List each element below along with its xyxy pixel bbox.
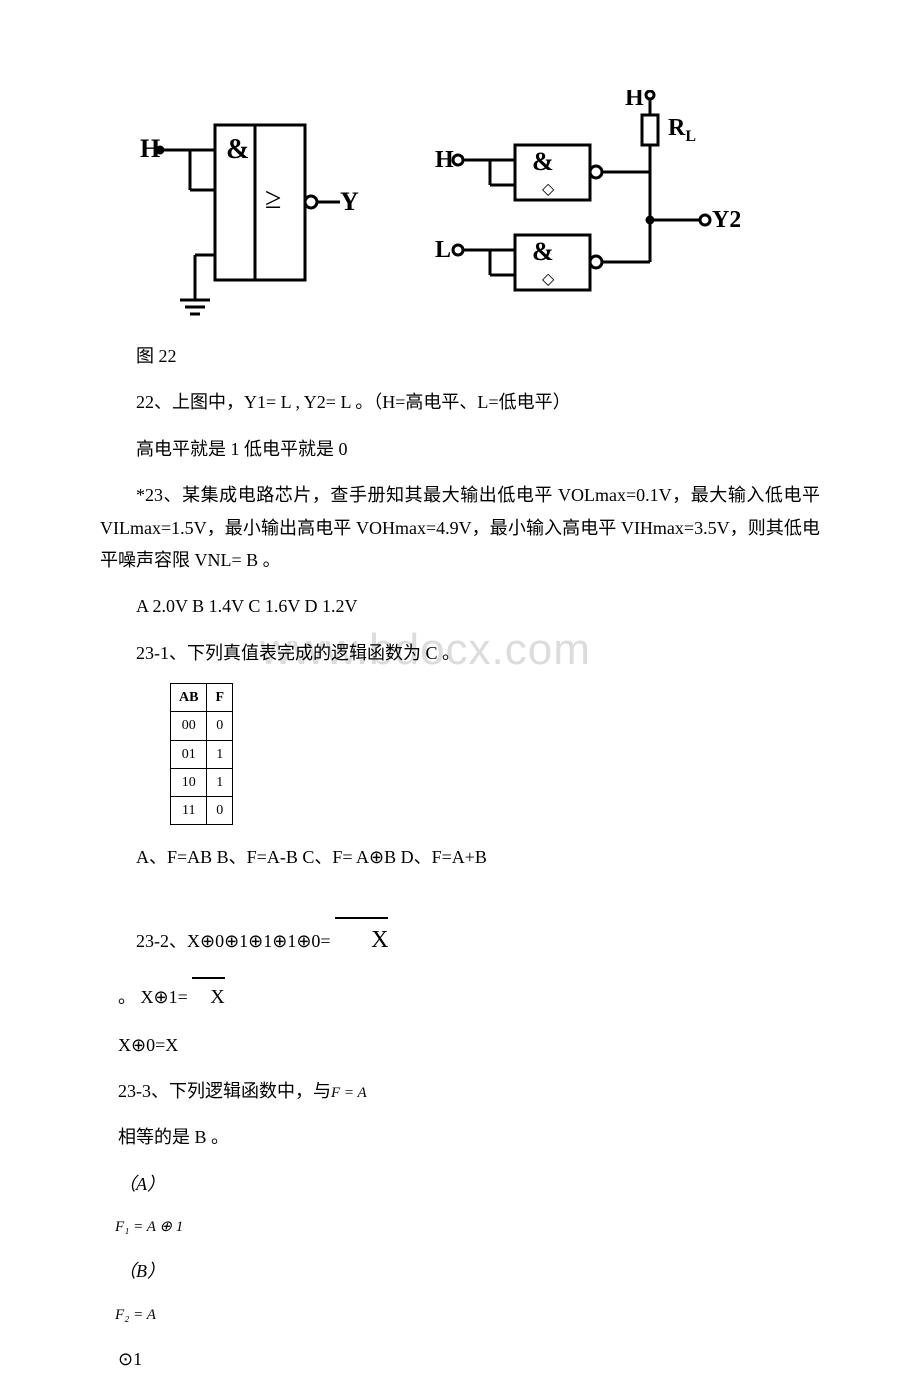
q22-note: 高电平就是 1 低电平就是 0 bbox=[100, 433, 820, 465]
q23-options: A 2.0V B 1.4V C 1.6V D 1.2V bbox=[100, 590, 820, 622]
svg-text:◇: ◇ bbox=[542, 271, 555, 288]
q23-3-text2: 相等的是 B 。 bbox=[100, 1121, 820, 1153]
svg-text:L: L bbox=[435, 237, 451, 263]
q23-2-line2: 。 X⊕1= X bbox=[100, 977, 820, 1015]
q23-1-options: A、F=AB B、F=A-B C、F= A⊕B D、F=A+B bbox=[100, 841, 820, 873]
svg-text:&: & bbox=[226, 134, 249, 165]
opt-a-label: （A） bbox=[100, 1168, 820, 1200]
opt-a-eq: F₁ = A ⊕ 1 bbox=[100, 1214, 820, 1241]
q23-2-line3: X⊕0=X bbox=[100, 1029, 820, 1061]
opt-b-extra: ⊙1 bbox=[100, 1343, 820, 1375]
q23-1-text: 23-1、下列真值表完成的逻辑函数为 C 。 bbox=[100, 637, 820, 669]
svg-text:H: H bbox=[435, 147, 454, 173]
svg-text:&: & bbox=[532, 237, 554, 266]
figure-caption: 图 22 bbox=[100, 340, 820, 372]
svg-text:≥: ≥ bbox=[265, 182, 281, 215]
circuit-y1: H & ≥ Y1 bbox=[140, 90, 360, 320]
q22-text: 22、上图中，Y1= L , Y2= L 。（H=高电平、L=低电平） bbox=[100, 386, 820, 418]
circuit-diagrams: H & ≥ Y1 bbox=[140, 90, 820, 320]
svg-text:Y1: Y1 bbox=[340, 187, 360, 216]
q23-text: *23、某集成电路芯片，查手册知其最大输出低电平 VOLmax=0.1V，最大输… bbox=[100, 479, 820, 576]
opt-b-label: （B） bbox=[100, 1255, 820, 1287]
truth-table: ABF 000 011 101 110 bbox=[170, 683, 233, 825]
opt-b-eq: F₂ = A bbox=[100, 1302, 820, 1329]
svg-text:◇: ◇ bbox=[542, 181, 555, 198]
truth-table-wrap: ABF 000 011 101 110 bbox=[170, 683, 820, 825]
svg-text:&: & bbox=[532, 147, 554, 176]
circuit-y2: H L & & ◇ ◇ H RL Y2 bbox=[420, 90, 740, 320]
svg-text:H: H bbox=[140, 134, 160, 163]
q23-2-line1: 23-2、X⊕0⊕1⊕1⊕1⊕0= X bbox=[100, 917, 820, 962]
svg-text:RL: RL bbox=[668, 115, 696, 145]
svg-text:Y2: Y2 bbox=[712, 207, 740, 233]
svg-text:H: H bbox=[625, 90, 644, 111]
q23-3-text: 23-3、下列逻辑函数中，与F = A bbox=[100, 1075, 820, 1107]
